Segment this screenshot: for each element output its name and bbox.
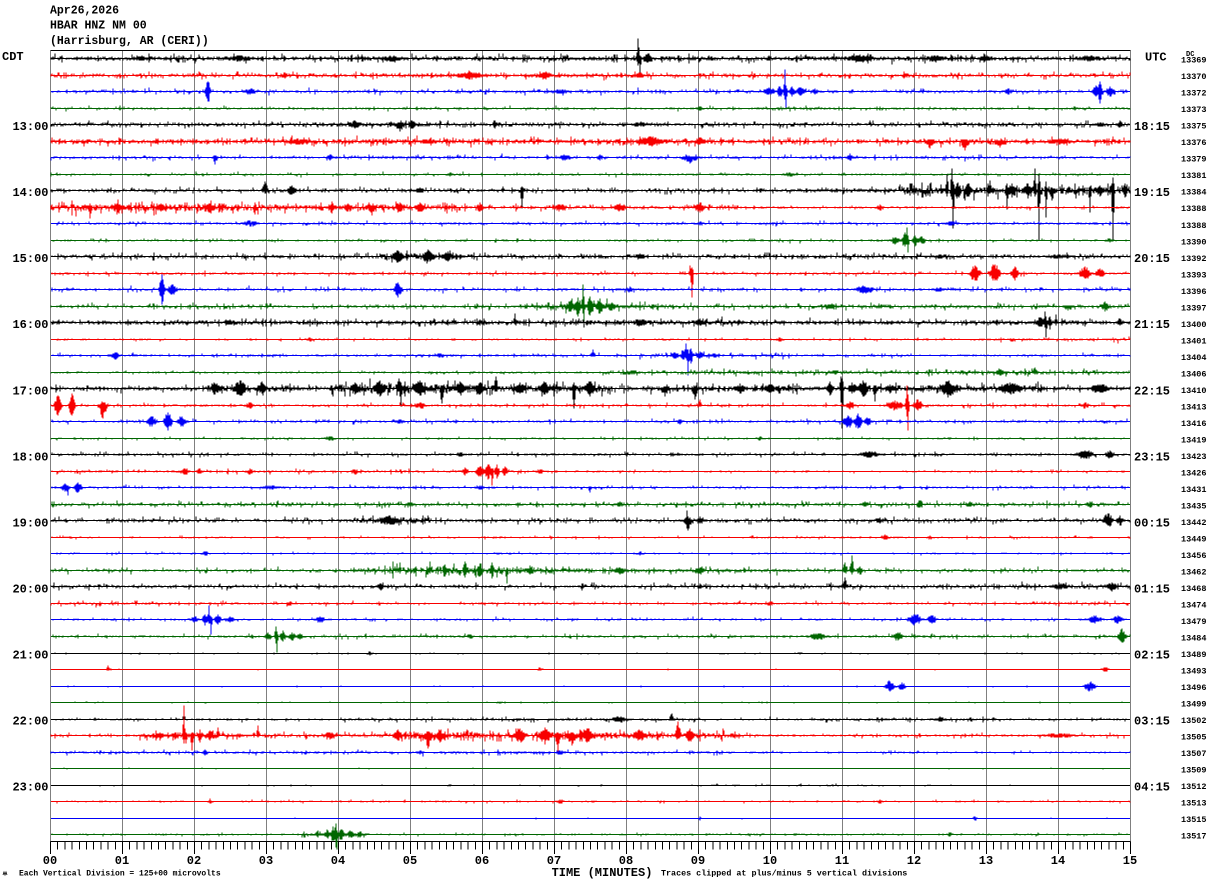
svg-text:11: 11 — [835, 854, 849, 868]
svg-text:13370: 13370 — [1181, 72, 1207, 82]
svg-text:18:15: 18:15 — [1134, 120, 1170, 134]
svg-text:13381: 13381 — [1181, 171, 1207, 181]
svg-text:13372: 13372 — [1181, 89, 1207, 99]
svg-text:13509: 13509 — [1181, 766, 1207, 776]
svg-text:13442: 13442 — [1181, 518, 1207, 528]
svg-text:02: 02 — [187, 854, 201, 868]
svg-text:13401: 13401 — [1181, 336, 1207, 346]
svg-text:13489: 13489 — [1181, 650, 1207, 660]
svg-text:19:00: 19:00 — [12, 516, 48, 530]
svg-text:13499: 13499 — [1181, 700, 1207, 710]
svg-text:04: 04 — [331, 854, 345, 868]
svg-text:13396: 13396 — [1181, 287, 1207, 297]
svg-text:18:00: 18:00 — [12, 450, 48, 464]
svg-text:15: 15 — [1123, 854, 1137, 868]
svg-text:HBAR HNZ NM 00: HBAR HNZ NM 00 — [50, 20, 147, 33]
svg-text:22:00: 22:00 — [12, 714, 48, 728]
svg-text:13400: 13400 — [1181, 320, 1207, 330]
svg-text:13479: 13479 — [1181, 617, 1207, 627]
svg-text:13388: 13388 — [1181, 204, 1207, 214]
svg-text:Traces clipped at plus/minus 5: Traces clipped at plus/minus 5 vertical … — [661, 868, 907, 878]
svg-text:13379: 13379 — [1181, 155, 1207, 165]
svg-text:13369: 13369 — [1181, 56, 1207, 66]
svg-text:13375: 13375 — [1181, 122, 1207, 132]
svg-text:00:15: 00:15 — [1134, 516, 1170, 530]
svg-text:13419: 13419 — [1181, 435, 1207, 445]
svg-text:23:15: 23:15 — [1134, 450, 1170, 464]
svg-text:13423: 13423 — [1181, 452, 1207, 462]
svg-text:13493: 13493 — [1181, 667, 1207, 677]
svg-text:20:00: 20:00 — [12, 582, 48, 596]
svg-text:10: 10 — [763, 854, 777, 868]
svg-text:14:00: 14:00 — [12, 186, 48, 200]
svg-text:13431: 13431 — [1181, 485, 1207, 495]
svg-text:13373: 13373 — [1181, 105, 1207, 115]
svg-text:01:15: 01:15 — [1134, 582, 1170, 596]
svg-text:13468: 13468 — [1181, 584, 1207, 594]
svg-text:13507: 13507 — [1181, 749, 1207, 759]
svg-text:CDT: CDT — [2, 50, 24, 64]
svg-text:17:00: 17:00 — [12, 384, 48, 398]
svg-text:13502: 13502 — [1181, 716, 1207, 726]
svg-text:13397: 13397 — [1181, 303, 1207, 313]
svg-text:13449: 13449 — [1181, 534, 1207, 544]
svg-text:02:15: 02:15 — [1134, 648, 1170, 662]
svg-text:23:00: 23:00 — [12, 780, 48, 794]
svg-text:21:15: 21:15 — [1134, 318, 1170, 332]
svg-text:19:15: 19:15 — [1134, 186, 1170, 200]
svg-text:13435: 13435 — [1181, 501, 1207, 511]
svg-text:07: 07 — [547, 854, 561, 868]
svg-text:05: 05 — [403, 854, 417, 868]
svg-text:16:00: 16:00 — [12, 318, 48, 332]
svg-text:14: 14 — [1051, 854, 1065, 868]
svg-text:13456: 13456 — [1181, 551, 1207, 561]
svg-text:03: 03 — [259, 854, 273, 868]
svg-text:13388: 13388 — [1181, 221, 1207, 231]
svg-text:13517: 13517 — [1181, 832, 1207, 842]
svg-text:13426: 13426 — [1181, 468, 1207, 478]
svg-text:13393: 13393 — [1181, 270, 1207, 280]
svg-text:Each Vertical Division = 125+: Each Vertical Division = 125+00 microvol… — [19, 870, 221, 879]
svg-text:13410: 13410 — [1181, 386, 1207, 396]
svg-text:12: 12 — [907, 854, 921, 868]
svg-text:13515: 13515 — [1181, 815, 1207, 825]
svg-text:13: 13 — [979, 854, 993, 868]
svg-text:01: 01 — [115, 854, 129, 868]
svg-text:Apr26,2026: Apr26,2026 — [50, 5, 119, 18]
svg-text:13384: 13384 — [1181, 188, 1207, 198]
svg-text:13513: 13513 — [1181, 799, 1207, 809]
svg-text:13413: 13413 — [1181, 402, 1207, 412]
svg-text:13505: 13505 — [1181, 733, 1207, 743]
svg-text:(Harrisburg, AR (CERI)): (Harrisburg, AR (CERI)) — [50, 35, 209, 48]
svg-text:04:15: 04:15 — [1134, 780, 1170, 794]
svg-text:13474: 13474 — [1181, 600, 1207, 610]
svg-text:13390: 13390 — [1181, 237, 1207, 247]
svg-text:21:00: 21:00 — [12, 648, 48, 662]
svg-text:13484: 13484 — [1181, 634, 1207, 644]
svg-text:15:00: 15:00 — [12, 252, 48, 266]
svg-text:22:15: 22:15 — [1134, 384, 1170, 398]
svg-text:13404: 13404 — [1181, 353, 1207, 363]
svg-text:13:00: 13:00 — [12, 120, 48, 134]
svg-text:13496: 13496 — [1181, 683, 1207, 693]
svg-text:DC: DC — [1186, 51, 1194, 59]
svg-text:TIME (MINUTES): TIME (MINUTES) — [552, 866, 653, 880]
svg-text:09: 09 — [691, 854, 705, 868]
svg-text:00: 00 — [43, 854, 57, 868]
svg-text:13462: 13462 — [1181, 567, 1207, 577]
svg-text:13406: 13406 — [1181, 369, 1207, 379]
svg-text:13376: 13376 — [1181, 138, 1207, 148]
svg-text:13512: 13512 — [1181, 782, 1207, 792]
svg-text:13392: 13392 — [1181, 254, 1207, 264]
svg-text:20:15: 20:15 — [1134, 252, 1170, 266]
svg-text:13416: 13416 — [1181, 419, 1207, 429]
svg-text:06: 06 — [475, 854, 489, 868]
svg-text:UTC: UTC — [1145, 51, 1167, 65]
svg-text:03:15: 03:15 — [1134, 714, 1170, 728]
svg-text:08: 08 — [619, 854, 633, 868]
